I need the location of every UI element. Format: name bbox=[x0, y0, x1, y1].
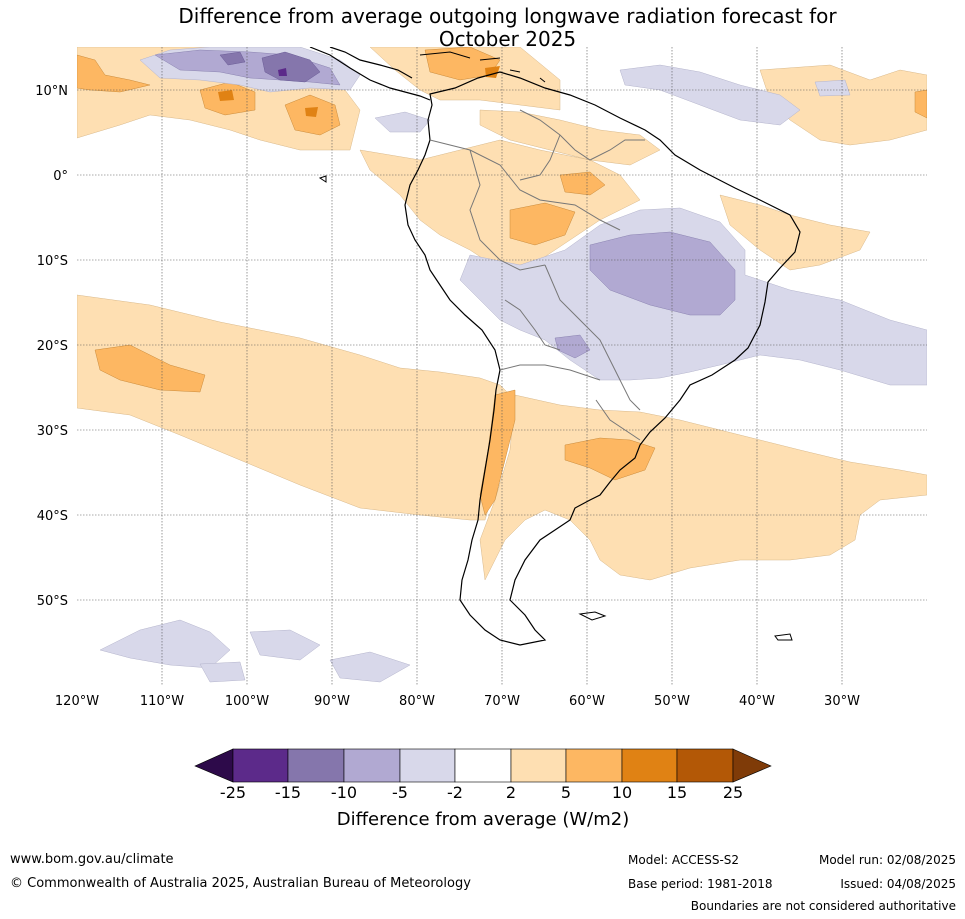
colorbar-segment bbox=[399, 748, 456, 783]
latitude-tick-labels: 10°N 0° 10°S 20°S 30°S 40°S 50°S bbox=[35, 84, 68, 609]
colorbar-tick-label: 5 bbox=[561, 783, 571, 802]
lon-tick-label: 100°W bbox=[225, 694, 269, 709]
colorbar-right-extension bbox=[732, 748, 772, 783]
anomaly-minus25-to-minus15-regions bbox=[278, 68, 287, 76]
lat-tick-label: 50°S bbox=[37, 594, 68, 609]
lon-tick-label: 60°W bbox=[569, 694, 605, 709]
central-america-coastline bbox=[309, 47, 431, 101]
website-text: www.bom.gov.au/climate bbox=[10, 852, 174, 867]
lat-tick-label: 10°N bbox=[35, 84, 68, 99]
lon-tick-label: 120°W bbox=[55, 694, 99, 709]
map-title-line1: Difference from average outgoing longwav… bbox=[178, 4, 837, 28]
colorbar-left-extension bbox=[194, 748, 234, 783]
disclaimer-text: Boundaries are not considered authoritat… bbox=[690, 899, 956, 913]
lon-tick-label: 50°W bbox=[654, 694, 690, 709]
minor-islands bbox=[318, 175, 793, 641]
copyright-text: © Commonwealth of Australia 2025, Austra… bbox=[10, 876, 471, 891]
colorbar-tick-label: -2 bbox=[447, 783, 463, 802]
issued-text: Issued: 04/08/2025 bbox=[840, 877, 956, 891]
map-gridlines bbox=[77, 47, 927, 685]
colorbar-tick-label: -25 bbox=[220, 783, 246, 802]
colorbar-tick-label: 2 bbox=[506, 783, 516, 802]
map-title: Difference from average outgoing longwav… bbox=[0, 5, 965, 51]
colorbar-tick-labels: -25 -15 -10 -5 -2 2 5 10 15 25 bbox=[220, 783, 743, 802]
lon-tick-label: 80°W bbox=[399, 694, 435, 709]
colorbar-segment bbox=[454, 748, 512, 783]
lat-tick-label: 20°S bbox=[37, 339, 68, 354]
colorbar-segment bbox=[676, 748, 734, 783]
base-period-text: Base period: 1981-2018 bbox=[628, 877, 773, 891]
lon-tick-label: 70°W bbox=[484, 694, 520, 709]
lat-tick-label: 40°S bbox=[37, 509, 68, 524]
lon-tick-label: 30°W bbox=[824, 694, 860, 709]
colorbar-segment bbox=[343, 748, 401, 783]
colorbar-tick-label: -15 bbox=[275, 783, 301, 802]
lat-tick-label: 10°S bbox=[37, 254, 68, 269]
colorbar-tick-label: 10 bbox=[612, 783, 632, 802]
colorbar-segment bbox=[287, 748, 345, 783]
model-run-text: Model run: 02/08/2025 bbox=[818, 853, 956, 867]
colorbar-segment bbox=[510, 748, 567, 783]
lon-tick-label: 110°W bbox=[140, 694, 184, 709]
colorbar-tick-label: -10 bbox=[331, 783, 357, 802]
lat-tick-label: 30°S bbox=[37, 424, 68, 439]
anomaly-2-to-5-regions bbox=[77, 47, 927, 581]
south-america-coastline bbox=[404, 71, 801, 646]
colorbar-segments bbox=[232, 748, 734, 783]
colorbar-tick-label: 15 bbox=[667, 783, 687, 802]
colorbar-title: Difference from average (W/m2) bbox=[337, 809, 629, 830]
colorbar-tick-label: 25 bbox=[723, 783, 743, 802]
lon-tick-label: 90°W bbox=[314, 694, 350, 709]
longitude-tick-labels: 120°W 110°W 100°W 90°W 80°W 70°W 60°W 50… bbox=[55, 694, 860, 709]
lat-tick-label: 0° bbox=[53, 169, 68, 184]
colorbar-tick-label: -5 bbox=[392, 783, 408, 802]
model-text: Model: ACCESS-S2 bbox=[628, 853, 740, 867]
colorbar-segment bbox=[565, 748, 623, 783]
lon-tick-label: 40°W bbox=[739, 694, 775, 709]
anomaly-minus15-to-minus10-regions bbox=[219, 51, 321, 83]
caribbean-islands bbox=[419, 51, 546, 83]
map-title-line2: October 2025 bbox=[438, 27, 577, 51]
colorbar: -25 -15 -10 -5 -2 2 5 10 15 25 Difference from av… bbox=[194, 748, 772, 830]
map-plot-area bbox=[77, 47, 927, 685]
colorbar-segment bbox=[232, 748, 289, 783]
colorbar-segment bbox=[621, 748, 678, 783]
country-borders bbox=[429, 109, 645, 441]
